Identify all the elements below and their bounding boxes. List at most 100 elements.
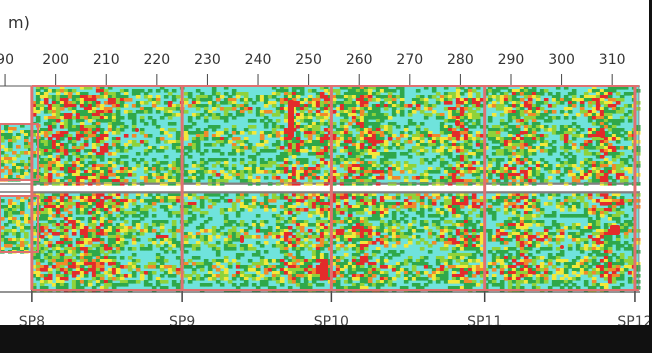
heatmap-cell — [204, 149, 209, 153]
heatmap-cell — [156, 179, 161, 183]
heatmap-cell — [376, 152, 381, 156]
heatmap-cell — [252, 253, 257, 257]
heatmap-cell — [432, 214, 437, 218]
heatmap-cell — [532, 235, 537, 239]
heatmap-cell — [164, 131, 169, 135]
heatmap-cell — [264, 116, 269, 120]
heatmap-cell — [408, 208, 413, 212]
heatmap-cell — [236, 238, 241, 242]
heatmap-cell — [160, 107, 165, 111]
heatmap-cell — [428, 235, 433, 239]
heatmap-cell — [220, 196, 225, 200]
heatmap-cell — [240, 229, 245, 233]
heatmap-cell — [580, 238, 585, 242]
heatmap-cell — [224, 247, 229, 251]
heatmap-cell — [556, 241, 561, 245]
heatmap-cell — [272, 208, 277, 212]
heatmap-cell — [540, 193, 545, 197]
heatmap-cell — [216, 229, 221, 233]
heatmap-cell — [608, 217, 613, 221]
heatmap-cell — [592, 146, 597, 150]
heatmap-cell — [636, 173, 641, 177]
heatmap-cell — [340, 173, 345, 177]
heatmap-cell — [240, 98, 245, 102]
heatmap-cell — [124, 214, 129, 218]
heatmap-cell — [424, 149, 429, 153]
heatmap-cell — [476, 214, 481, 218]
heatmap-cell — [296, 107, 301, 111]
heatmap-cell — [132, 134, 137, 138]
heatmap-cell — [376, 217, 381, 221]
heatmap-cell — [472, 247, 477, 251]
heatmap-cell — [164, 140, 169, 144]
heatmap-cell — [364, 107, 369, 111]
heatmap-cell — [248, 110, 253, 114]
heatmap-cell — [420, 152, 425, 156]
heatmap-cell — [572, 116, 577, 120]
heatmap-cell — [172, 89, 177, 93]
heatmap-cell — [224, 208, 229, 212]
heatmap-cell — [444, 107, 449, 111]
heatmap-cell — [456, 223, 461, 227]
heatmap-cell — [120, 211, 125, 215]
heatmap-cell — [276, 113, 281, 117]
heatmap-cell — [144, 122, 149, 126]
heatmap-cell — [540, 223, 545, 227]
heatmap-cell — [212, 137, 217, 141]
heatmap-cell — [488, 238, 493, 242]
heatmap-cell — [376, 146, 381, 150]
heatmap-cell — [600, 202, 605, 206]
heatmap-cell — [240, 223, 245, 227]
heatmap-cell — [580, 146, 585, 150]
heatmap-cell — [588, 247, 593, 251]
heatmap-cell — [208, 238, 213, 242]
heatmap-cell — [264, 104, 269, 108]
heatmap-cell — [416, 211, 421, 215]
x-tick-label: 240 — [245, 52, 272, 68]
heatmap-cell — [556, 158, 561, 162]
heatmap-cell — [64, 217, 69, 221]
heatmap-cell — [520, 152, 525, 156]
heatmap-cell — [636, 164, 641, 168]
heatmap-cell — [168, 128, 173, 132]
heatmap-cell — [120, 128, 125, 132]
heatmap-cell — [380, 152, 385, 156]
x-tick-label: 270 — [396, 52, 423, 68]
heatmap-cell — [244, 128, 249, 132]
heatmap-cell — [52, 196, 57, 200]
heatmap-cell — [280, 89, 285, 93]
heatmap-cell — [280, 196, 285, 200]
heatmap-cell — [312, 152, 317, 156]
heatmap-cell — [176, 107, 181, 111]
heatmap-cell — [568, 92, 573, 96]
heatmap-cell — [472, 173, 477, 177]
heatmap-cell — [304, 107, 309, 111]
heatmap-cell — [324, 214, 329, 218]
heatmap-cell — [592, 179, 597, 183]
heatmap-cell — [192, 104, 197, 108]
heatmap-cell — [528, 152, 533, 156]
heatmap-cell — [452, 256, 457, 260]
heatmap-cell — [256, 152, 261, 156]
heatmap-cell — [292, 247, 297, 251]
heatmap-cell — [568, 152, 573, 156]
heatmap-cell — [532, 214, 537, 218]
heatmap-cell — [140, 119, 145, 123]
heatmap-cell — [488, 211, 493, 215]
heatmap-cell — [408, 104, 413, 108]
heatmap-cell — [592, 137, 597, 141]
heatmap-cell — [508, 161, 513, 165]
heatmap-cell — [308, 229, 313, 233]
heatmap-cell — [380, 229, 385, 233]
heatmap-cell — [144, 170, 149, 174]
heatmap-cell — [348, 140, 353, 144]
heatmap-cell — [248, 199, 253, 203]
heatmap-cell — [544, 241, 549, 245]
heatmap-cell — [456, 214, 461, 218]
heatmap-cell — [528, 247, 533, 251]
heatmap-cell — [184, 211, 189, 215]
heatmap-cell — [468, 170, 473, 174]
heatmap-cell — [504, 211, 509, 215]
heatmap-cell — [164, 167, 169, 171]
heatmap-cell — [236, 131, 241, 135]
